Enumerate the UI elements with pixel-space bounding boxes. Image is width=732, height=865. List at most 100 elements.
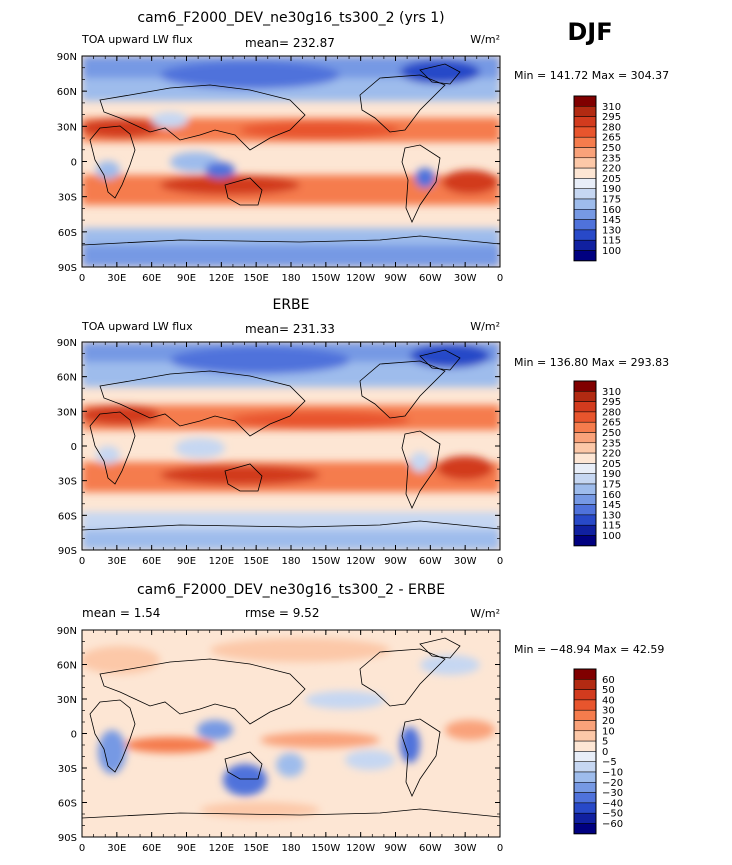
colorbar-label: 310 [602,102,621,113]
colorbar-label: −60 [602,819,623,830]
lat-tick-label: 90N [57,52,77,63]
colorbar-swatch [573,239,597,251]
lon-tick-label: 30E [107,556,126,567]
lat-tick-label: 0 [71,158,77,169]
colorbar-label: 280 [602,122,621,133]
colorbar-swatch [573,751,597,762]
lon-tick-label: 30W [454,556,477,567]
colorbar-frame [573,95,597,262]
lon-tick-label: 90W [384,843,407,854]
lon-tick-label: 90E [177,273,196,284]
colorbar-swatch [573,442,597,454]
colorbar-swatch [573,709,597,721]
colorbar-label: 60 [602,675,615,686]
colorbar-swatch [573,679,597,690]
coastlines [82,637,500,819]
colorbar-label: 235 [602,438,621,449]
colorbar-swatch [573,802,597,814]
lon-tick-label: 90W [384,273,407,284]
lon-tick-label: 0 [79,556,85,567]
colorbar-label: 190 [602,469,621,480]
map-field [82,342,500,550]
colorbar-swatch [573,782,597,793]
panel-variable-label: TOA upward LW flux [81,33,193,46]
colorbar-swatch [573,463,597,474]
panel-units-label: W/m² [470,320,500,333]
lat-tick-label: 30S [58,477,77,488]
colorbar-layer: 3102952802652502352202051901751601451301… [573,95,623,835]
colorbar-frame [573,380,597,547]
colorbar-swatch [573,535,597,547]
colorbar-swatch [573,136,597,148]
lat-tick-label: 30S [58,193,77,204]
colorbar-swatch [573,250,597,262]
colorbar-label: 145 [602,215,621,226]
colorbar-swatch [573,524,597,536]
lon-tick-label: 0 [497,843,503,854]
colorbar-swatch [573,126,597,138]
panel-range-label: Min = 136.80 Max = 293.83 [514,356,669,369]
panel-title: ERBE [272,297,309,313]
colorbar-label: 250 [602,428,621,439]
lon-tick-label: 150W [311,843,340,854]
colorbar-label: 220 [602,449,621,460]
colorbar-label: 10 [602,726,615,737]
colorbar: 3102952802652502352202051901751601451301… [573,380,621,547]
lat-tick-label: 0 [71,730,77,741]
coastlines [82,63,500,246]
colorbar-swatch [573,380,597,392]
panel-range-label: Min = 141.72 Max = 304.37 [514,69,669,82]
colorbar-swatch [573,514,597,526]
colorbar-label: 130 [602,510,621,521]
lon-tick-label: 60E [142,556,161,567]
colorbar-label: −50 [602,809,623,820]
colorbar-swatch [573,473,597,485]
lat-tick-label: 30N [57,122,77,133]
lon-tick-label: 120E [209,273,234,284]
colorbar-swatch [573,823,597,835]
colorbar-swatch [573,229,597,241]
colorbar-label: 160 [602,205,621,216]
lon-tick-label: 180 [281,843,300,854]
panel-title: cam6_F2000_DEV_ne30g16_ts300_2 - ERBE [137,582,445,598]
colorbar-label: 20 [602,716,615,727]
colorbar-label: 280 [602,407,621,418]
colorbar-label: 295 [602,112,621,123]
colorbar-swatch [573,219,597,231]
colorbar-swatch [573,730,597,742]
colorbar-swatch [573,209,597,220]
panel-rmse-label: rmse = 9.52 [245,606,319,620]
colorbar-label: 130 [602,225,621,236]
lon-tick-label: 60W [419,556,442,567]
lat-tick-label: 90S [58,546,77,557]
panel-mean-label: mean = 1.54 [82,606,160,620]
colorbar-label: 250 [602,143,621,154]
lat-tick-label: 30S [58,764,77,775]
lon-tick-label: 150E [243,556,268,567]
lon-tick-label: 120W [346,843,375,854]
lon-tick-label: 30W [454,843,477,854]
colorbar-swatch [573,167,597,179]
colorbar-label: 100 [602,246,621,257]
lat-tick-label: 60N [57,661,77,672]
colorbar-label: 145 [602,500,621,511]
colorbar-swatch [573,432,597,444]
colorbar-label: 100 [602,531,621,542]
colorbar-label: −40 [602,798,623,809]
colorbar-label: −10 [602,768,623,779]
colorbar-swatch [573,483,597,495]
colorbar-swatch [573,178,597,189]
lat-tick-label: 60S [58,228,77,239]
lon-tick-label: 150E [243,273,268,284]
colorbar-swatch [573,720,597,732]
colorbar-label: 115 [602,521,621,532]
lon-tick-label: 0 [79,273,85,284]
coastlines [82,349,500,531]
lat-tick-label: 90S [58,833,77,844]
lat-tick-label: 90S [58,263,77,274]
lon-tick-label: 120E [209,556,234,567]
colorbar-label: 220 [602,164,621,175]
lon-tick-label: 30E [107,843,126,854]
lon-tick-label: 150W [311,556,340,567]
